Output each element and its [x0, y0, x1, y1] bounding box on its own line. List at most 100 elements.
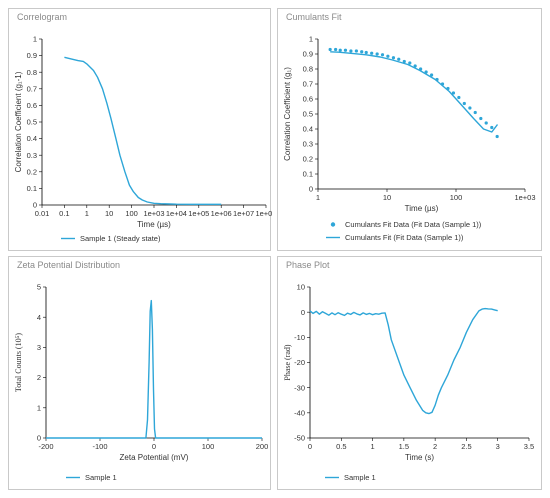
- x-tick-label: 1e+06: [211, 209, 232, 218]
- legend-label: Cumulants Fit Data (Fit Data (Sample 1)): [345, 220, 482, 229]
- correlogram-panel: Correlogram 0 0.1 0.2 0.3 0.4 0.5 0.6 0.7 0.8 0.9…: [8, 8, 272, 251]
- y-tick-label: 4: [37, 313, 41, 322]
- data-point: [391, 56, 396, 60]
- y-tick-label: 0.2: [303, 155, 313, 164]
- y-tick-label: 0.3: [27, 151, 37, 160]
- series-line: [330, 51, 499, 133]
- panel-title: Phase Plot: [286, 260, 330, 270]
- series-line: [46, 299, 262, 439]
- phase-plot-panel: Phase Plot -50 -40 -30 -20 -10 0 10 0 0.5 1 1.5 2 2.…: [277, 256, 542, 490]
- x-tick-label: 200: [256, 442, 269, 451]
- y-tick-label: 0.4: [303, 125, 313, 134]
- y-tick-label: 10: [297, 283, 305, 292]
- y-axis-label: Correlation Coefficient (g₁-1): [14, 71, 23, 172]
- legend-label: Sample 1: [344, 473, 376, 482]
- phase-plot-chart: -50 -40 -30 -20 -10 0 10 0 0.5 1 1.5 2 2.5 3 3.5 Time (…: [283, 283, 534, 482]
- y-axis-label: Total Counts (10⁵): [14, 333, 23, 392]
- data-point: [473, 110, 477, 115]
- data-point: [354, 49, 358, 53]
- panel-title: Cumulants Fit: [286, 12, 342, 22]
- data-point: [334, 47, 338, 52]
- y-tick-label: -50: [294, 434, 305, 443]
- x-tick-label: 1e+03: [514, 193, 535, 202]
- x-tick-label: 0.5: [336, 442, 346, 451]
- y-tick-label: 0: [37, 434, 41, 443]
- x-axis-label: Time (s): [405, 453, 434, 462]
- data-point: [408, 61, 412, 65]
- y-tick-label: 0.8: [27, 68, 37, 77]
- data-point: [479, 116, 483, 121]
- panel-title: Correlogram: [17, 12, 68, 22]
- data-point: [375, 52, 379, 56]
- x-tick-label: 1e+08: [255, 209, 272, 218]
- data-point: [338, 48, 342, 52]
- y-tick-label: 5: [37, 283, 41, 292]
- x-tick-label: 10: [383, 193, 391, 202]
- data-point: [402, 59, 406, 64]
- x-tick-label: 0.01: [35, 209, 50, 218]
- data-point: [397, 57, 401, 61]
- y-axis-label: Phase (rad): [283, 344, 292, 381]
- x-tick-label: 100: [450, 193, 463, 202]
- y-tick-label: 0.6: [303, 95, 313, 104]
- data-point: [413, 64, 417, 68]
- data-point: [343, 48, 348, 52]
- x-tick-label: 1e+07: [233, 209, 254, 218]
- x-tick-label: 100: [125, 209, 138, 218]
- data-point: [468, 106, 472, 110]
- y-tick-label: 1: [33, 35, 37, 44]
- data-point: [490, 125, 494, 130]
- x-tick-label: 100: [202, 442, 215, 451]
- y-tick-label: 0: [309, 185, 313, 194]
- x-axis-label: Time (µs): [137, 220, 171, 229]
- x-tick-label: 0: [152, 442, 156, 451]
- data-point: [370, 51, 374, 55]
- x-tick-label: 3.5: [524, 442, 534, 451]
- data-point: [451, 91, 456, 95]
- y-tick-label: 0: [33, 201, 37, 210]
- series-line: [309, 307, 498, 415]
- y-axis-label: Correlation Coefficient (g₁): [283, 67, 292, 161]
- data-point: [328, 47, 332, 52]
- x-tick-label: 2.5: [461, 442, 471, 451]
- data-point: [386, 54, 390, 58]
- legend-label: Cumulants Fit (Fit Data (Sample 1)): [345, 233, 464, 242]
- legend-marker: [330, 222, 336, 227]
- data-point: [424, 70, 428, 74]
- x-tick-label: 2: [433, 442, 437, 451]
- y-tick-label: -40: [294, 408, 305, 417]
- y-tick-label: 1: [37, 403, 41, 412]
- y-tick-label: 0.9: [303, 50, 313, 59]
- y-tick-label: 0.1: [27, 184, 37, 193]
- legend-label: Sample 1: [85, 473, 117, 482]
- y-tick-label: 0: [301, 308, 305, 317]
- x-axis-label: Zeta Potential (mV): [120, 453, 189, 462]
- correlogram-chart: 0 0.1 0.2 0.3 0.4 0.5 0.6 0.7 0.8 0.9 1 0.01 0.1 1 10 1…: [14, 35, 272, 243]
- legend-label: Sample 1 (Steady state): [80, 234, 161, 243]
- y-tick-label: 2: [37, 373, 41, 382]
- x-tick-label: 1: [370, 442, 374, 451]
- y-tick-label: 0.5: [303, 110, 313, 119]
- x-tick-label: 0.1: [59, 209, 69, 218]
- y-tick-label: 0.1: [303, 170, 313, 179]
- data-point: [484, 121, 488, 125]
- data-point: [430, 73, 434, 77]
- y-tick-label: 0.5: [27, 118, 37, 127]
- x-tick-label: 0: [308, 442, 312, 451]
- cumulants-fit-panel: Cumulants Fit 0 0.1 0.2 0.3 0.4 0.5 0.6 0.7 0.8 0…: [277, 8, 542, 251]
- y-tick-label: -30: [294, 383, 305, 392]
- x-tick-label: 1e+03: [143, 209, 164, 218]
- x-tick-label: 1: [316, 193, 320, 202]
- data-point: [462, 101, 466, 106]
- data-point: [495, 134, 499, 139]
- y-tick-label: 0.7: [303, 80, 313, 89]
- x-tick-label: 10: [105, 209, 113, 218]
- y-tick-label: 0.2: [27, 167, 37, 176]
- data-point: [360, 50, 364, 54]
- y-tick-label: 0.9: [27, 51, 37, 60]
- zeta-potential-panel: Zeta Potential Distribution 0 1 2 3 4 5 -200 -1…: [8, 256, 271, 490]
- x-tick-label: 3: [496, 442, 500, 451]
- x-tick-label: -200: [38, 442, 53, 451]
- x-tick-label: -100: [92, 442, 107, 451]
- y-tick-label: 1: [309, 35, 313, 44]
